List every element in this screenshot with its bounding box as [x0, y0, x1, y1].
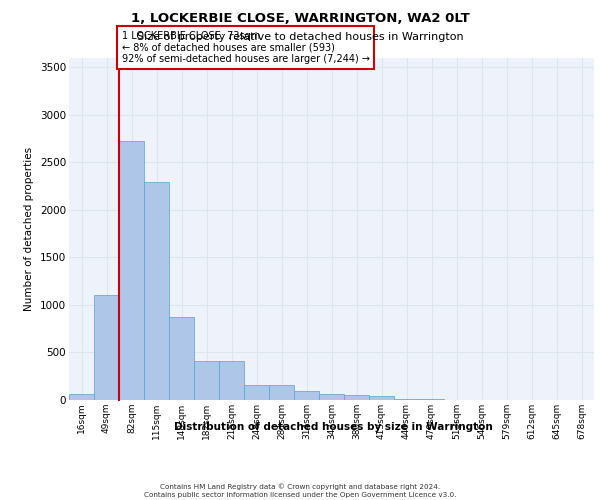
Bar — [369, 396, 394, 400]
Text: 1, LOCKERBIE CLOSE, WARRINGTON, WA2 0LT: 1, LOCKERBIE CLOSE, WARRINGTON, WA2 0LT — [131, 12, 469, 26]
Bar — [319, 394, 344, 400]
Bar — [94, 296, 119, 400]
Bar — [169, 317, 194, 400]
Text: 1 LOCKERBIE CLOSE: 73sqm
← 8% of detached houses are smaller (593)
92% of semi-d: 1 LOCKERBIE CLOSE: 73sqm ← 8% of detache… — [121, 31, 370, 64]
Bar — [269, 385, 294, 400]
Y-axis label: Number of detached properties: Number of detached properties — [25, 146, 34, 311]
Bar — [294, 392, 319, 400]
Bar — [394, 399, 419, 400]
Bar — [419, 399, 444, 400]
Text: Distribution of detached houses by size in Warrington: Distribution of detached houses by size … — [173, 422, 493, 432]
Bar — [194, 360, 219, 400]
Bar — [219, 360, 244, 400]
Bar — [244, 385, 269, 400]
Bar — [69, 394, 94, 400]
Text: Size of property relative to detached houses in Warrington: Size of property relative to detached ho… — [137, 32, 463, 42]
Bar — [119, 141, 144, 400]
Bar — [144, 182, 169, 400]
Bar — [344, 395, 369, 400]
Text: Contains HM Land Registry data © Crown copyright and database right 2024.
Contai: Contains HM Land Registry data © Crown c… — [144, 484, 456, 498]
